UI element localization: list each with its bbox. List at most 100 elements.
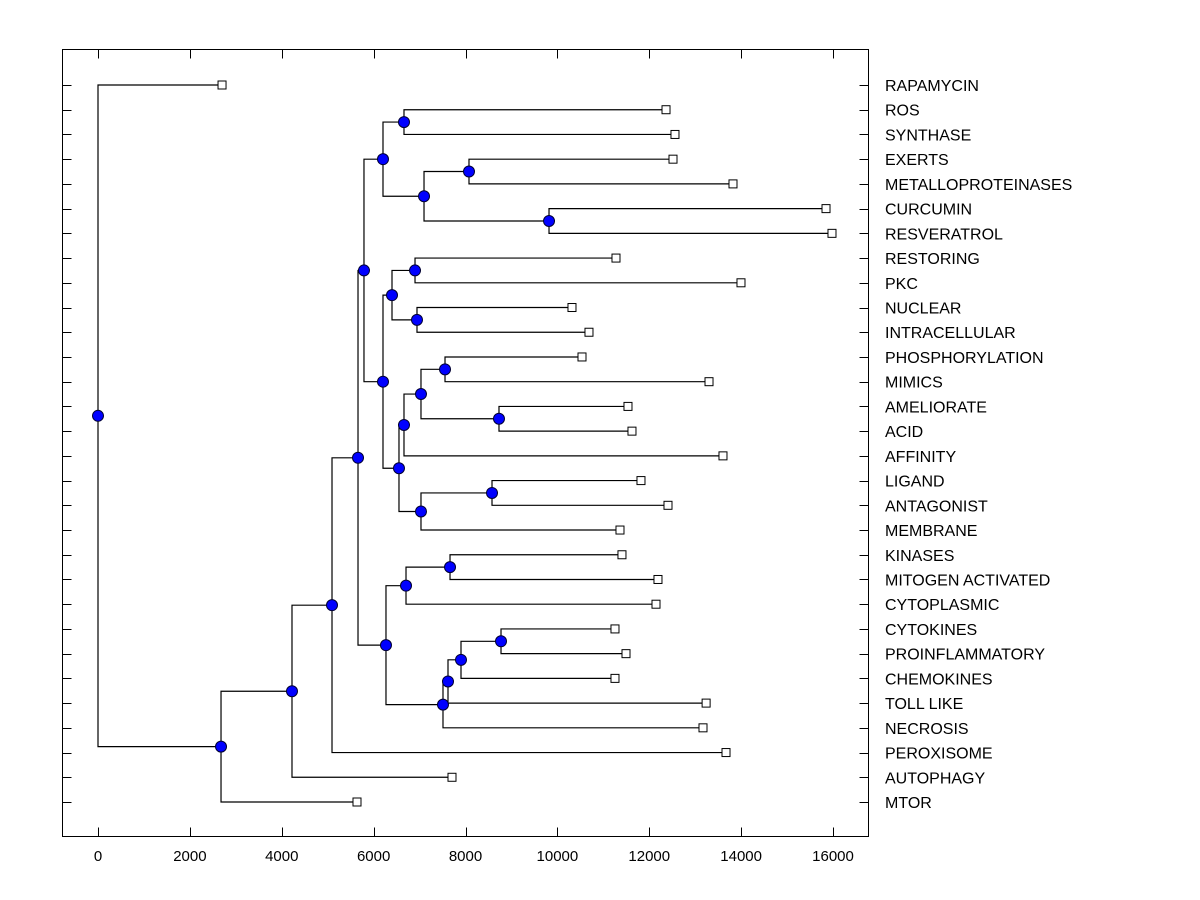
leaf-label: NECROSIS	[885, 721, 969, 738]
merge-node	[352, 451, 365, 464]
dendrogram-link	[414, 270, 741, 284]
dendrogram-link	[420, 492, 493, 512]
merge-node	[414, 505, 427, 518]
dendrogram-link	[491, 492, 668, 506]
leaf-marker	[217, 80, 227, 90]
leaf-marker	[663, 500, 673, 510]
merge-node	[397, 116, 410, 129]
axis-ticks	[62, 49, 869, 837]
dendrogram-link	[444, 369, 710, 383]
dendrogram-link	[391, 295, 417, 321]
dendrogram-link	[468, 171, 733, 185]
dendrogram-link	[500, 641, 627, 655]
leaf-label: MITOGEN ACTIVATED	[885, 572, 1050, 589]
dendrogram-link	[403, 424, 723, 457]
merge-node	[418, 190, 431, 203]
leaf-label: CHEMOKINES	[885, 671, 993, 688]
leaf-marker	[704, 377, 714, 387]
dendrogram-link	[414, 257, 616, 271]
dendrogram-link	[420, 394, 499, 420]
leaf-label: ROS	[885, 103, 920, 120]
dendrogram-link	[331, 605, 727, 754]
leaf-marker	[701, 698, 711, 708]
dendrogram-links	[97, 84, 832, 803]
dendrogram-link	[420, 511, 620, 531]
dendrogram-link	[449, 554, 622, 568]
merge-node	[492, 412, 505, 425]
leaf-marker	[661, 105, 671, 115]
merge-node	[400, 579, 413, 592]
dendrogram-link	[363, 158, 383, 271]
leaf-label: CURCUMIN	[885, 202, 972, 219]
leaf-marker	[636, 476, 646, 486]
leaf-marker	[718, 451, 728, 461]
leaf-marker	[567, 303, 577, 313]
merge-nodes	[92, 116, 556, 753]
dendrogram-link	[442, 704, 703, 729]
x-tick-label: 12000	[628, 848, 670, 865]
merge-node	[441, 675, 454, 688]
leaf-label: CYTOKINES	[885, 622, 977, 639]
x-tick-label: 4000	[265, 848, 298, 865]
leaf-label: MTOR	[885, 795, 932, 812]
leaf-label: AUTOPHAGY	[885, 770, 986, 787]
dendrogram-link	[498, 405, 628, 419]
dendrogram-link	[382, 121, 404, 160]
leaf-marker	[621, 649, 631, 659]
dendrogram-link	[382, 294, 392, 382]
dendrogram-link	[357, 457, 386, 646]
leaf-marker	[721, 748, 731, 758]
leaf-marker	[651, 599, 661, 609]
dendrogram-link	[291, 691, 452, 778]
dendrogram-link	[420, 368, 446, 395]
dendrogram-link	[405, 585, 657, 605]
leaf-label: PROINFLAMMATORY	[885, 647, 1045, 664]
leaf-marker	[698, 723, 708, 733]
merge-node	[543, 214, 556, 227]
leaf-label: MEMBRANE	[885, 523, 977, 540]
leaf-marker	[623, 401, 633, 411]
dendrogram-link	[398, 424, 404, 469]
leaf-label: RAPAMYCIN	[885, 78, 979, 95]
dendrogram-link	[220, 746, 357, 803]
dendrogram-link	[460, 659, 615, 679]
dendrogram-link	[382, 159, 425, 197]
leaf-label: NUCLEAR	[885, 301, 961, 318]
dendrogram-link	[548, 208, 827, 221]
leaf-label: EXERTS	[885, 152, 949, 169]
merge-node	[462, 165, 475, 178]
leaf-label: AFFINITY	[885, 449, 956, 466]
merge-node	[392, 462, 405, 475]
leaf-marker	[627, 426, 637, 436]
leaf-label: LIGAND	[885, 474, 945, 491]
merge-node	[92, 409, 104, 422]
merge-node	[409, 264, 422, 277]
merge-node	[436, 698, 449, 711]
dendrogram-link	[391, 269, 416, 296]
leaf-label: PKC	[885, 276, 918, 293]
dendrogram-link	[416, 306, 572, 320]
merge-node	[495, 635, 508, 648]
leaf-marker	[728, 179, 738, 189]
leaf-marker	[584, 327, 594, 337]
leaf-marker	[736, 278, 746, 288]
leaf-marker	[668, 154, 678, 164]
leaf-label: ANTAGONIST	[885, 498, 988, 515]
x-tick-label: 16000	[812, 848, 854, 865]
leaf-marker	[670, 129, 680, 139]
merge-node	[215, 740, 228, 753]
leaf-label: MIMICS	[885, 375, 943, 392]
dendrogram-link	[382, 381, 399, 469]
leaf-label: ACID	[885, 424, 923, 441]
leaf-label: RESTORING	[885, 251, 980, 268]
leaf-label: TOLL LIKE	[885, 696, 963, 713]
leaf-label: RESVERATROL	[885, 226, 1003, 243]
leaf-label: KINASES	[885, 548, 954, 565]
leaf-label: SYNTHASE	[885, 127, 971, 144]
leaf-marker	[821, 204, 831, 214]
leaf-markers	[217, 80, 837, 807]
leaf-labels: RAPAMYCIN ROS SYNTHASE EXERTS METALLOPROTEIN…	[885, 78, 1072, 812]
x-tick-label: 14000	[720, 848, 762, 865]
dendrogram-link	[363, 270, 383, 383]
merge-node	[444, 561, 457, 574]
